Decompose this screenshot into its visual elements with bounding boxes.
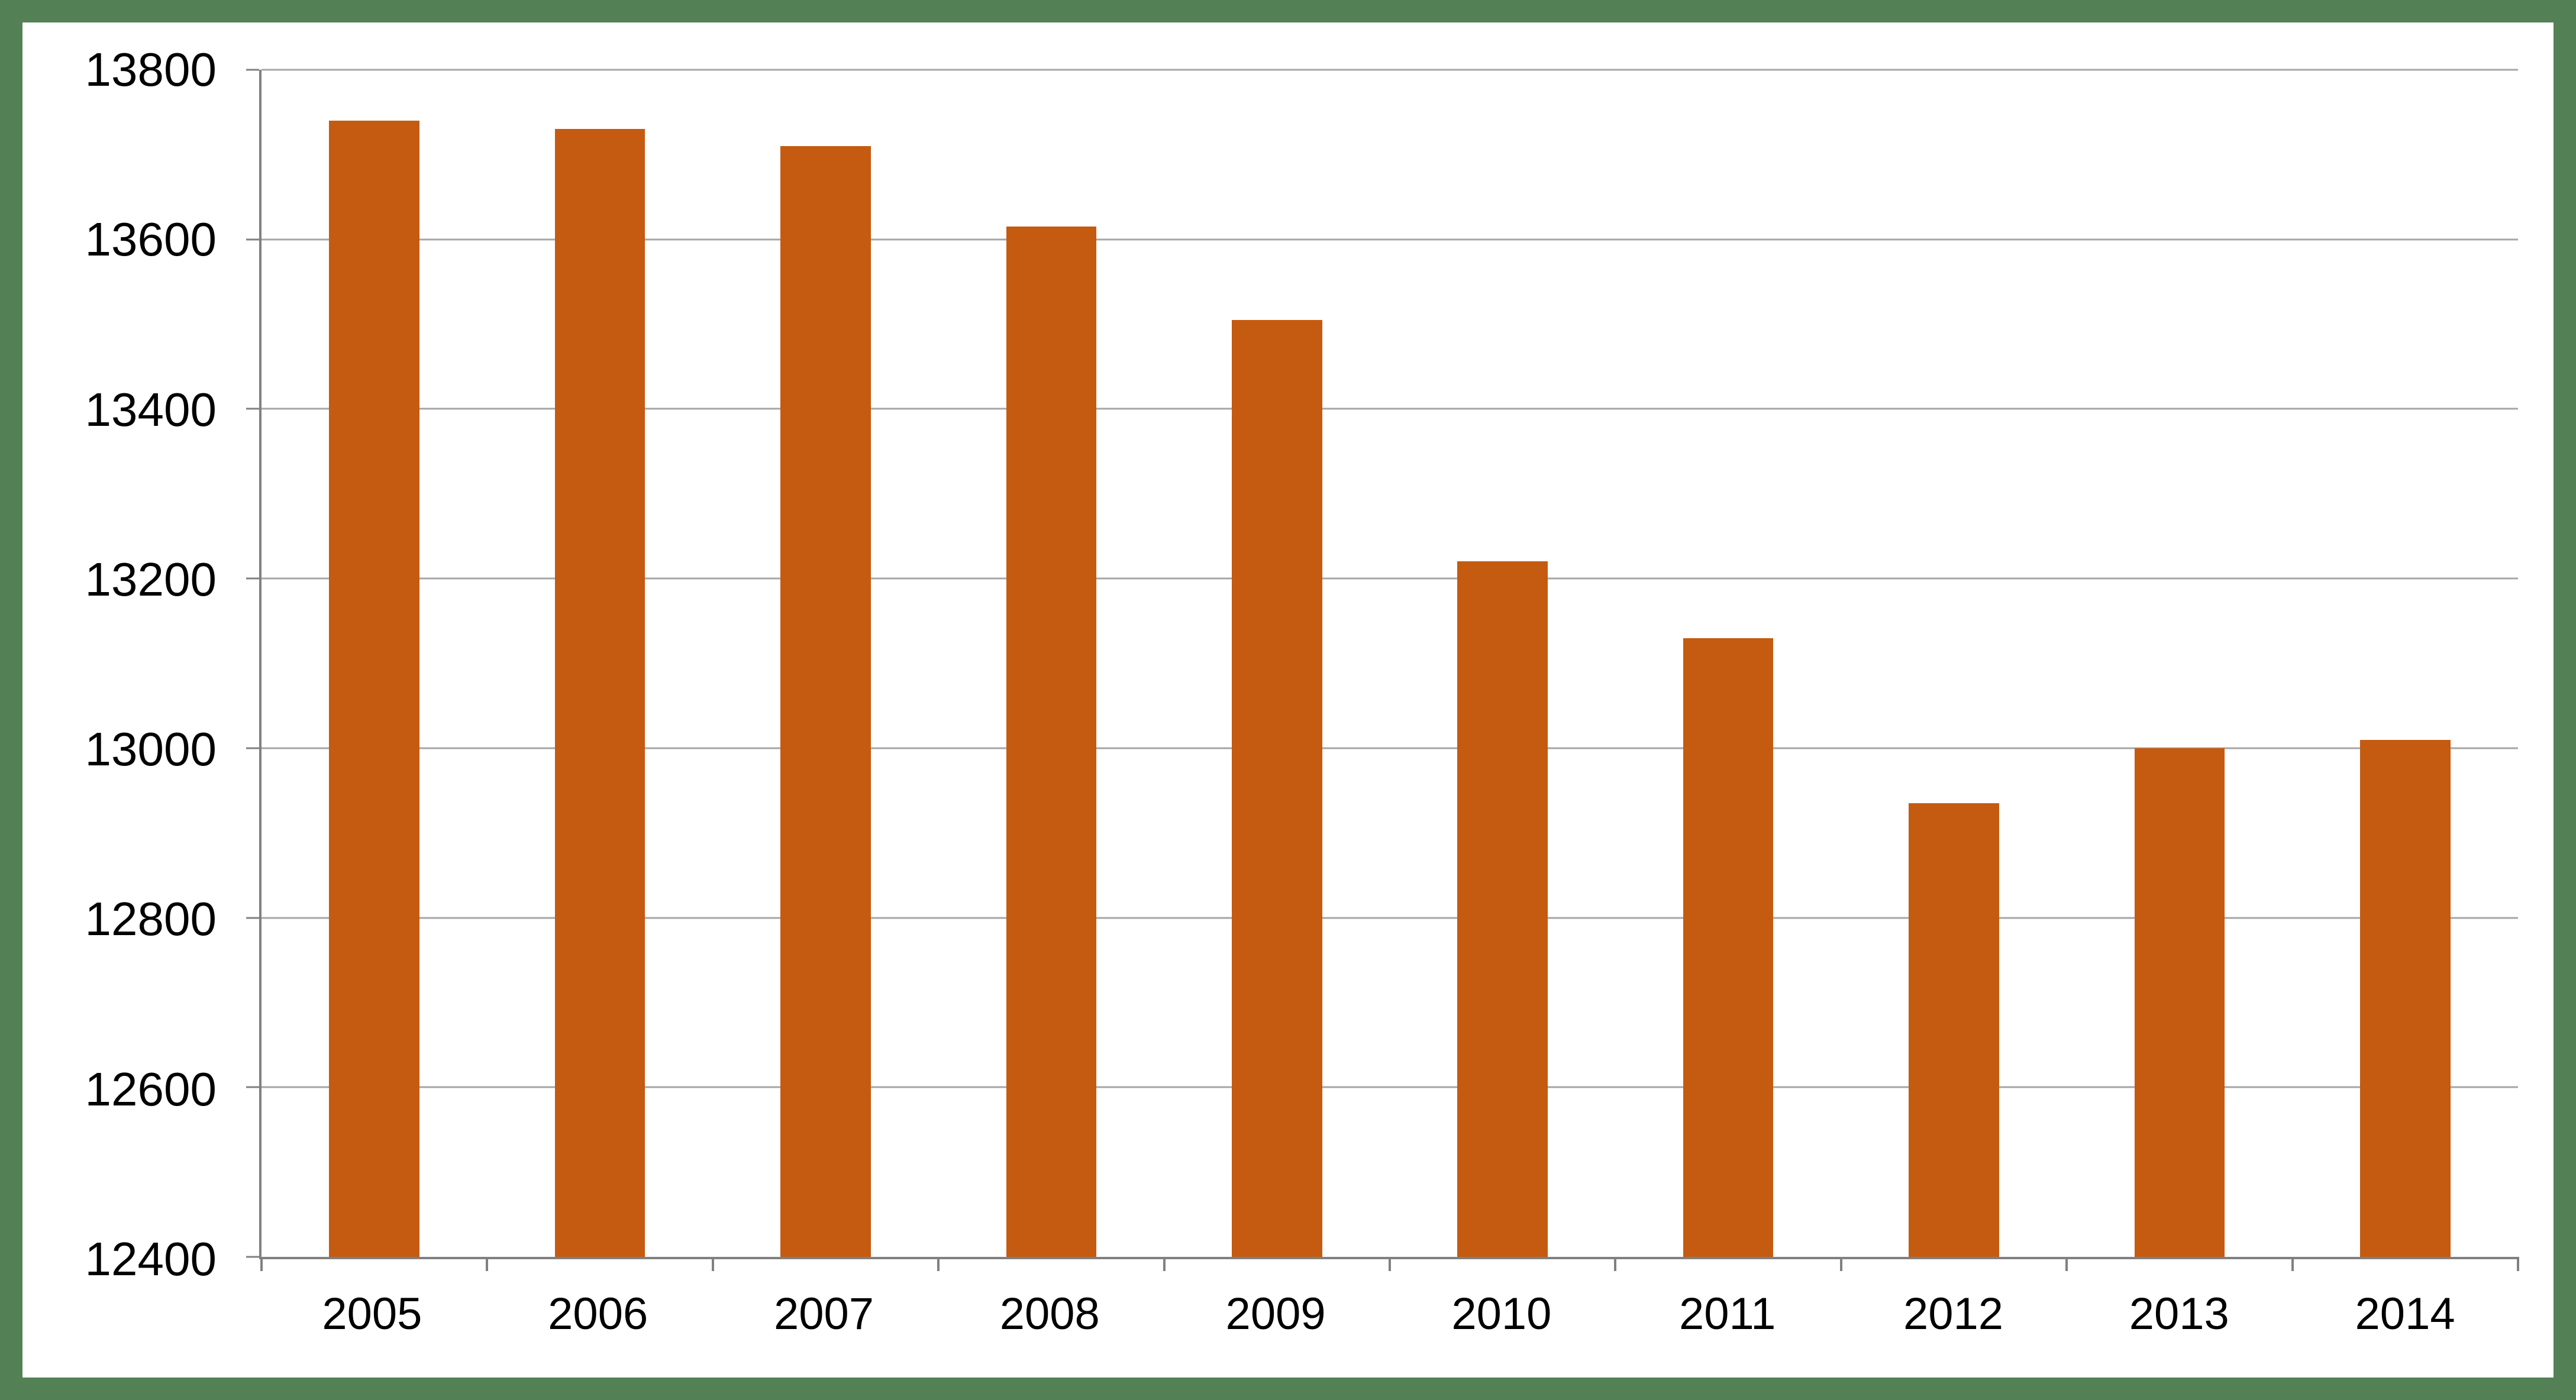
- bar-slot: [1164, 70, 1390, 1257]
- bar-2005: [329, 121, 419, 1257]
- gridline: [262, 408, 2518, 410]
- x-axis-tick: [711, 1257, 714, 1271]
- bar-2013: [2134, 748, 2225, 1257]
- y-axis-tick-label: 13200: [85, 552, 217, 606]
- gridlines: [246, 69, 2518, 1258]
- x-axis-tick: [1839, 1257, 1842, 1271]
- bar-2006: [554, 129, 645, 1257]
- gridline: [262, 238, 2518, 241]
- x-axis-tick: [1163, 1257, 1166, 1271]
- bar-slot: [2293, 70, 2518, 1257]
- bar-2012: [1909, 803, 1999, 1257]
- y-axis-tick: [246, 1086, 259, 1088]
- bar-slot: [713, 70, 938, 1257]
- bar-slot: [487, 70, 712, 1257]
- bar-2009: [1232, 319, 1322, 1257]
- y-axis-tick-label: 12800: [85, 893, 217, 946]
- bars: [262, 70, 2518, 1257]
- y-axis-tick: [246, 69, 259, 71]
- x-axis-ticks: [260, 1257, 2519, 1271]
- gridline: [262, 747, 2518, 749]
- bar-2014: [2360, 739, 2451, 1257]
- bar-2011: [1683, 638, 1774, 1257]
- bar-2008: [1006, 227, 1097, 1257]
- plot-area: [246, 69, 2519, 1271]
- bar-slot: [262, 70, 487, 1257]
- x-axis-tick: [937, 1257, 940, 1271]
- gridline: [262, 69, 2518, 71]
- x-axis-tick: [2291, 1257, 2294, 1271]
- x-axis-tick: [260, 1257, 263, 1271]
- x-axis-tick-label: 2012: [1903, 1289, 2004, 1339]
- x-axis-tick: [2065, 1257, 2068, 1271]
- y-axis-tick-label: 12600: [85, 1062, 217, 1116]
- x-axis-tick-label: 2005: [322, 1289, 422, 1339]
- x-axis-tick-label: 2006: [548, 1289, 648, 1339]
- x-axis-tick: [1389, 1257, 1391, 1271]
- y-axis-tick-label: 12400: [85, 1233, 217, 1285]
- x-axis-tick-label: 2009: [1225, 1289, 1326, 1339]
- bar-slot: [2067, 70, 2292, 1257]
- bar-slot: [1390, 70, 1615, 1257]
- x-axis-tick-label: 2008: [999, 1289, 1100, 1339]
- y-axis-tick: [246, 747, 259, 749]
- y-axis-tick: [246, 1256, 259, 1258]
- x-axis-tick: [486, 1257, 489, 1271]
- x-axis-tick-label: 2013: [2129, 1289, 2229, 1339]
- x-axis-tick-label: 2007: [773, 1289, 874, 1339]
- bar-slot: [938, 70, 1164, 1257]
- bar-slot: [1841, 70, 2067, 1257]
- y-axis-tick-label: 13800: [85, 43, 217, 96]
- bar-slot: [1615, 70, 1841, 1257]
- x-axis-tick-label: 2010: [1451, 1289, 1552, 1339]
- x-axis-tick: [1614, 1257, 1617, 1271]
- bar-2007: [780, 146, 871, 1257]
- y-axis-tick: [246, 408, 259, 410]
- gridline: [262, 1086, 2518, 1088]
- y-axis-tick-label: 13000: [85, 723, 217, 776]
- y-axis-tick: [246, 238, 259, 241]
- y-axis-tick: [246, 577, 259, 580]
- x-axis-labels: 2005 2006 2007 2008 2009 2010 2011 2012 2013 2014: [259, 1282, 2518, 1347]
- y-axis-tick-label: 13600: [85, 213, 217, 266]
- x-axis-tick: [2517, 1257, 2519, 1271]
- x-axis-tick-label: 2014: [2355, 1289, 2455, 1339]
- y-axis-tick: [246, 917, 259, 919]
- x-axis-tick-label: 2011: [1678, 1289, 1776, 1339]
- bar-2010: [1457, 561, 1548, 1257]
- gridline: [262, 917, 2518, 919]
- gridline: [262, 577, 2518, 580]
- y-axis-tick-label: 13400: [85, 383, 217, 436]
- y-axis-labels: 12400 12600 12800 13000 13200 13400 13600 13800: [22, 46, 233, 1283]
